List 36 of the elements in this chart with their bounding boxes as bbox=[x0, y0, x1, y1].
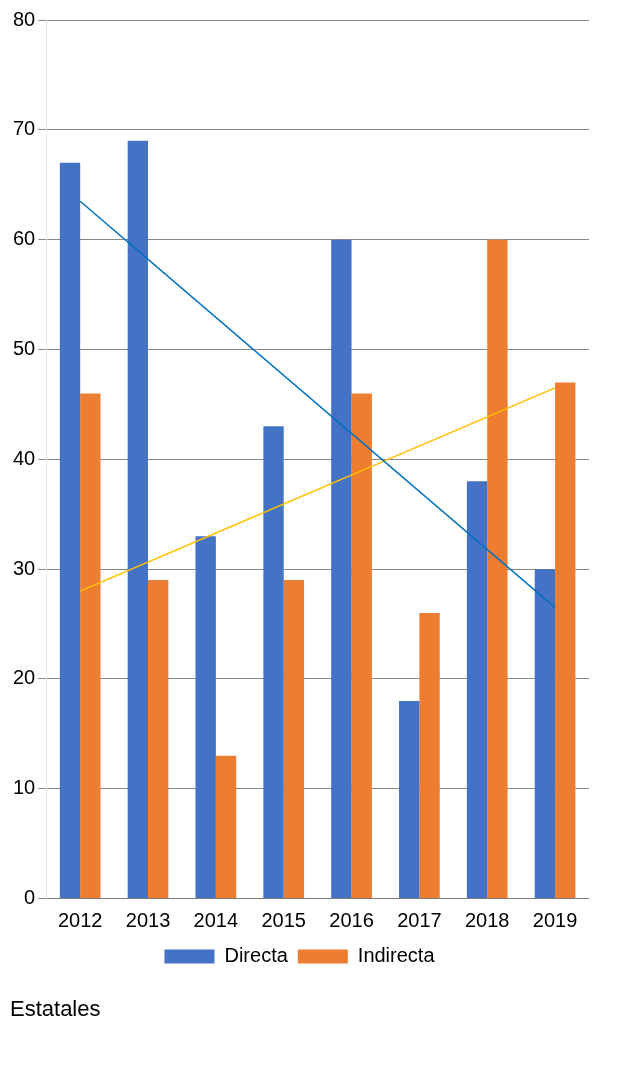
legend-label: Directa bbox=[224, 944, 289, 967]
bar bbox=[215, 755, 237, 899]
y-tick-label: 50 bbox=[13, 336, 36, 359]
y-tick-label: 20 bbox=[13, 666, 36, 689]
bar bbox=[351, 393, 372, 899]
bar bbox=[399, 700, 420, 899]
y-tick-label: 80 bbox=[13, 7, 36, 30]
x-tick-label: 2013 bbox=[125, 909, 171, 932]
bar bbox=[148, 580, 169, 899]
bar bbox=[59, 162, 81, 899]
x-tick-label: 2016 bbox=[329, 909, 374, 932]
bar bbox=[534, 569, 556, 899]
bar bbox=[263, 426, 284, 899]
y-tick-label: 30 bbox=[13, 556, 36, 579]
bar bbox=[466, 481, 488, 899]
y-tick-label: 0 bbox=[24, 886, 36, 909]
y-tick-label: 40 bbox=[13, 446, 36, 469]
bar bbox=[127, 140, 149, 899]
bar bbox=[80, 393, 101, 899]
x-tick-label: 2014 bbox=[193, 909, 239, 932]
bar bbox=[195, 536, 216, 899]
bar bbox=[487, 239, 508, 899]
bar bbox=[419, 613, 440, 899]
bar bbox=[331, 239, 352, 899]
x-tick-label: 2017 bbox=[397, 909, 442, 932]
x-tick-label: 2019 bbox=[532, 909, 578, 932]
text: Estatales bbox=[10, 995, 101, 1021]
x-tick-label: 2012 bbox=[57, 909, 103, 932]
x-tick-label: 2015 bbox=[261, 909, 306, 932]
bar bbox=[555, 382, 576, 899]
x-tick-label: 2018 bbox=[464, 909, 510, 932]
y-tick-label: 70 bbox=[13, 117, 36, 140]
y-tick-label: 10 bbox=[13, 776, 36, 799]
y-tick-label: 60 bbox=[13, 227, 36, 250]
bar bbox=[283, 580, 305, 899]
legend-label: Indirecta bbox=[357, 944, 436, 967]
